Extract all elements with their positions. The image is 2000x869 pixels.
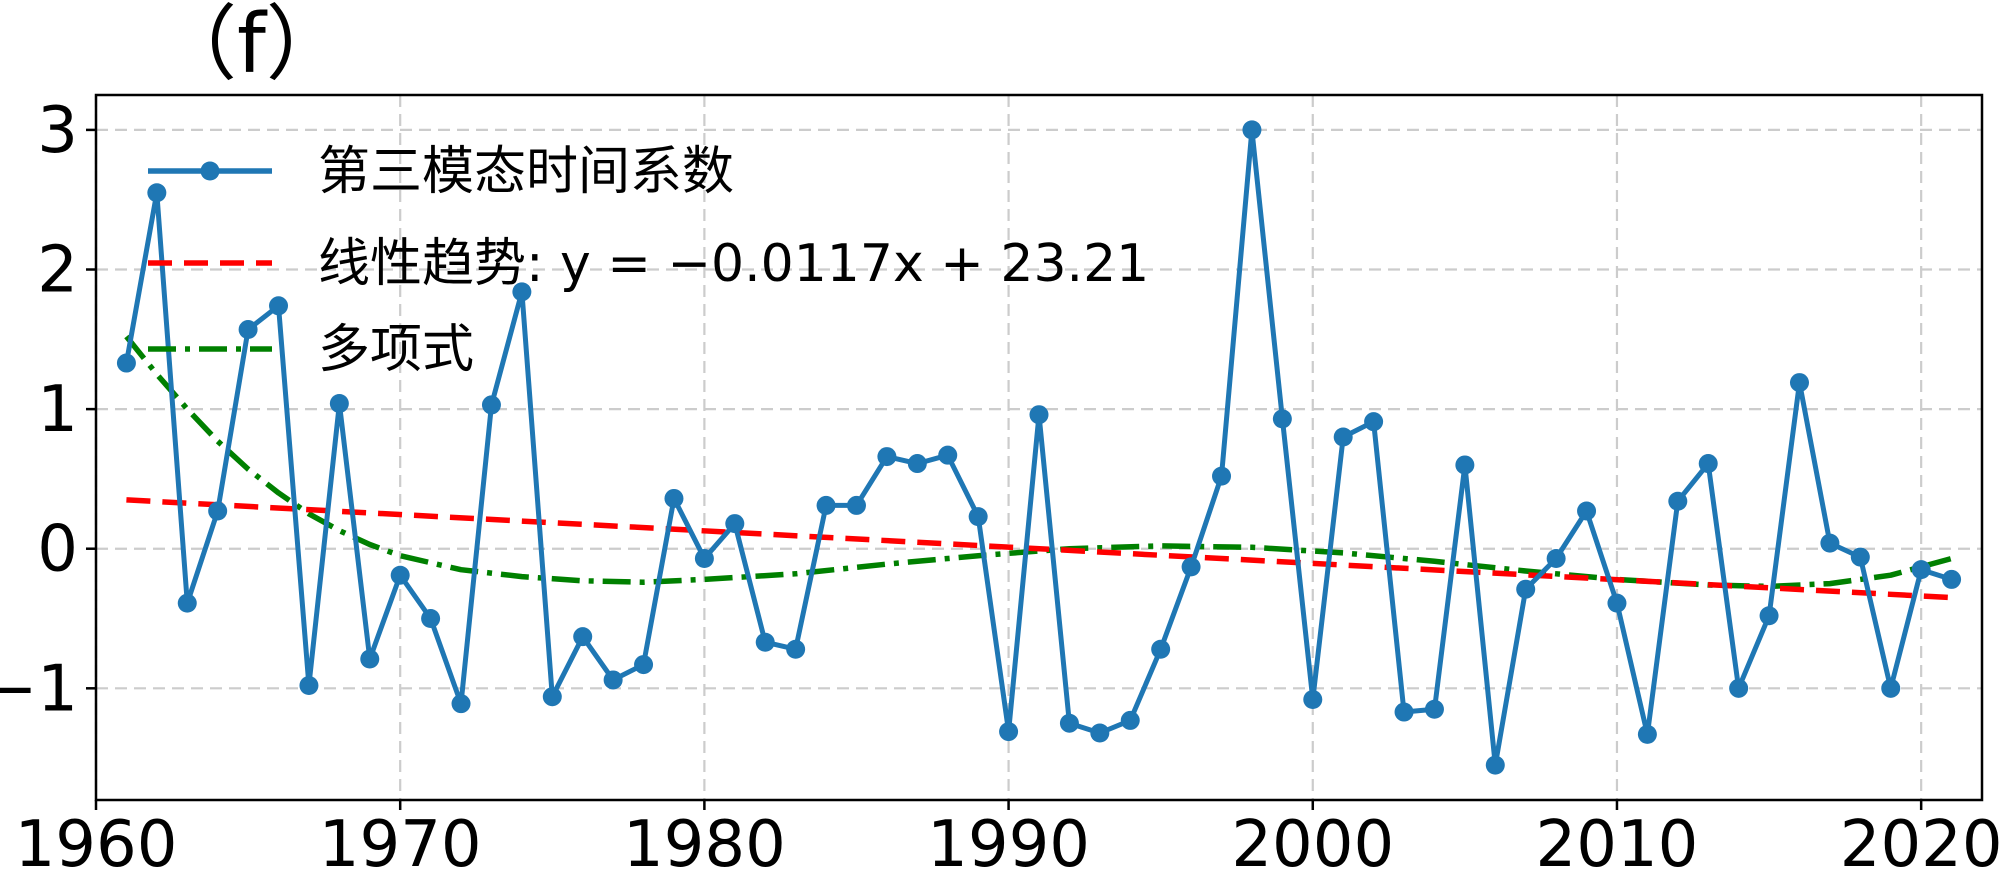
x-tick-label: 2000 xyxy=(1231,808,1394,869)
data-point xyxy=(116,353,136,373)
data-point xyxy=(1698,454,1718,474)
x-tick-label: 1980 xyxy=(623,808,786,869)
data-point xyxy=(846,495,866,515)
x-tick-label: 2020 xyxy=(1840,808,2000,869)
data-point xyxy=(1668,491,1688,511)
data-point xyxy=(1455,455,1475,475)
data-point xyxy=(360,649,380,669)
data-point xyxy=(1516,579,1536,599)
data-point xyxy=(1911,560,1931,580)
data-point xyxy=(664,488,684,508)
y-tick-label: −1 xyxy=(0,652,78,726)
data-point xyxy=(177,593,197,613)
series-layer xyxy=(116,120,1962,775)
data-point xyxy=(1272,409,1292,429)
data-point xyxy=(1942,569,1962,589)
data-point xyxy=(1729,678,1749,698)
data-point xyxy=(725,514,745,534)
data-point xyxy=(1607,593,1627,613)
data-point xyxy=(1029,405,1049,425)
data-point xyxy=(512,282,532,302)
y-tick-label: 3 xyxy=(37,94,78,168)
data-point xyxy=(542,687,562,707)
data-point xyxy=(755,632,775,652)
data-point xyxy=(999,722,1019,742)
data-point xyxy=(1059,713,1079,733)
data-point xyxy=(1759,606,1779,626)
data-point xyxy=(634,655,654,675)
data-point xyxy=(816,495,836,515)
axis-ticks: 1960 1970 1980 1990 2000 2010 2020 −1 0 1 2 3 xyxy=(0,94,2000,869)
data-point xyxy=(1090,723,1110,743)
y-tick-label: 0 xyxy=(37,513,78,587)
data-point xyxy=(1881,678,1901,698)
x-tick-label: 1990 xyxy=(927,808,1090,869)
data-point xyxy=(238,320,258,340)
data-point xyxy=(390,565,410,585)
y-tick-label: 1 xyxy=(37,373,78,447)
data-point xyxy=(1577,501,1597,521)
series-line-3 xyxy=(124,334,1953,590)
data-point xyxy=(1394,702,1414,722)
data-point xyxy=(786,639,806,659)
data-point xyxy=(269,296,289,316)
legend-label-2: 线性趋势: y = −0.0117x + 23.21 xyxy=(318,234,1149,294)
legend-label-3: 多项式 xyxy=(318,320,474,380)
data-point xyxy=(603,670,623,690)
y-tick-label: 2 xyxy=(37,234,78,308)
data-point xyxy=(1485,755,1505,775)
legend-label-1: 第三模态时间系数 xyxy=(318,142,734,202)
data-point xyxy=(299,676,319,696)
data-point xyxy=(421,609,441,629)
data-point xyxy=(1181,557,1201,577)
data-point xyxy=(1820,533,1840,553)
legend-marker xyxy=(200,161,220,181)
data-point xyxy=(1303,689,1323,709)
data-point xyxy=(329,394,349,414)
data-point xyxy=(481,395,501,415)
data-point xyxy=(907,454,927,474)
data-point xyxy=(1212,466,1232,486)
data-point xyxy=(877,447,897,467)
x-tick-label: 1970 xyxy=(319,808,482,869)
data-point xyxy=(938,445,958,465)
data-point xyxy=(968,507,988,527)
data-point xyxy=(1424,699,1444,719)
x-tick-label: 1960 xyxy=(15,808,178,869)
plot-frame xyxy=(94,93,1984,802)
data-point xyxy=(1637,724,1657,744)
data-point xyxy=(1789,373,1809,393)
data-point xyxy=(1120,710,1140,730)
data-point xyxy=(208,501,228,521)
data-point xyxy=(1333,427,1353,447)
data-point xyxy=(451,694,471,714)
series-line-2 xyxy=(126,497,1952,601)
data-point xyxy=(1850,547,1870,567)
chart-title: （f） xyxy=(155,0,348,92)
x-tick-label: 2010 xyxy=(1536,808,1699,869)
data-point xyxy=(147,183,167,203)
data-point xyxy=(573,627,593,647)
data-point xyxy=(694,548,714,568)
data-point xyxy=(1546,548,1566,568)
data-point xyxy=(1364,412,1384,432)
data-point xyxy=(1242,120,1262,140)
data-point xyxy=(1151,639,1171,659)
